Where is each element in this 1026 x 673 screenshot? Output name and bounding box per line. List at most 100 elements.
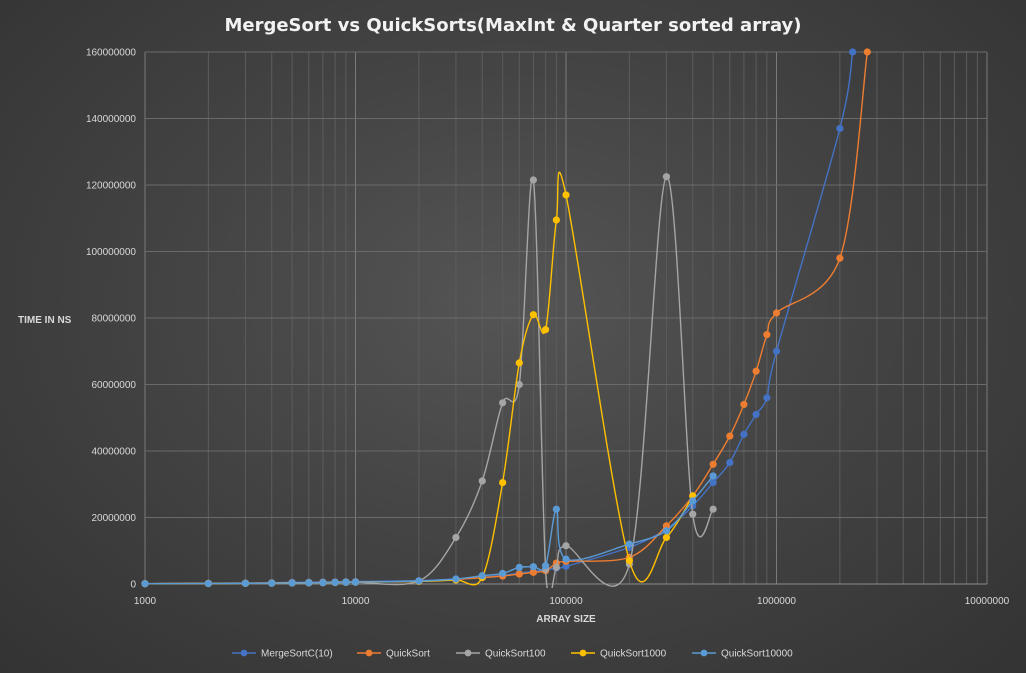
- legend-item: QuickSort: [357, 649, 430, 660]
- data-point: [515, 380, 523, 389]
- legend-marker: [700, 649, 708, 657]
- data-point: [515, 570, 523, 578]
- y-tick-label: 140000000: [86, 114, 136, 125]
- data-point: [342, 578, 350, 586]
- series-layer: [141, 48, 871, 588]
- data-point: [452, 575, 460, 583]
- series-5: [141, 472, 717, 588]
- data-point: [499, 399, 507, 407]
- y-tick-label: 60000000: [92, 380, 137, 391]
- data-point: [709, 505, 717, 513]
- legend-label: QuickSort1000: [600, 649, 667, 660]
- data-point: [662, 533, 671, 542]
- legend-label: QuickSort10000: [721, 649, 793, 660]
- data-point: [331, 578, 339, 587]
- x-tick-label: 100000: [549, 596, 583, 607]
- legend-item: QuickSort1000: [571, 649, 667, 660]
- legend-marker: [579, 649, 587, 657]
- tick-layer: 1000 10000 100000 1000000 10000000 0 20000000 4…: [86, 48, 1010, 608]
- data-point: [529, 568, 537, 576]
- data-point: [689, 510, 697, 518]
- legend-label: MergeSortC(10): [261, 649, 333, 660]
- data-point: [478, 572, 486, 580]
- legend-marker: [365, 649, 373, 657]
- data-point: [305, 579, 313, 587]
- data-point: [662, 527, 671, 535]
- data-point: [529, 176, 537, 184]
- data-point: [542, 326, 550, 334]
- legend-marker: [240, 649, 248, 657]
- data-point: [726, 432, 734, 440]
- data-point: [552, 216, 560, 224]
- data-point: [836, 254, 844, 262]
- data-point: [709, 478, 717, 487]
- data-point: [740, 400, 748, 409]
- x-tick-label: 10000: [342, 596, 370, 607]
- data-point: [552, 563, 560, 571]
- data-point: [478, 477, 486, 485]
- data-point: [689, 497, 697, 505]
- legend-label: QuickSort100: [485, 649, 546, 660]
- data-point: [415, 577, 423, 585]
- x-tick-label: 10000000: [965, 596, 1010, 607]
- data-point: [204, 579, 212, 588]
- data-point: [763, 331, 771, 339]
- data-point: [849, 48, 857, 56]
- chart-title: MergeSort vs QuickSorts(MaxInt & Quarter…: [224, 15, 801, 36]
- data-point: [662, 522, 671, 530]
- data-point: [662, 173, 671, 181]
- y-tick-label: 40000000: [92, 447, 137, 458]
- data-point: [836, 124, 844, 133]
- data-point: [241, 579, 250, 587]
- y-tick-label: 80000000: [92, 314, 137, 325]
- data-point: [709, 472, 717, 480]
- legend-item: MergeSortC(10): [232, 649, 333, 660]
- data-point: [752, 410, 760, 419]
- data-point: [625, 540, 633, 548]
- data-point: [499, 569, 507, 577]
- legend-item: QuickSort100: [456, 649, 546, 660]
- data-point: [529, 311, 537, 319]
- data-point: [268, 579, 276, 587]
- data-point: [562, 555, 570, 563]
- data-point: [515, 359, 523, 367]
- data-point: [709, 460, 717, 468]
- data-point: [772, 347, 781, 355]
- data-point: [515, 563, 523, 571]
- series-line: [144, 175, 714, 588]
- data-point: [726, 459, 734, 467]
- data-point: [562, 191, 570, 199]
- x-tick-label: 1000000: [757, 596, 796, 607]
- y-axis-label: TIME IN NS: [18, 315, 72, 326]
- data-point: [529, 563, 537, 571]
- x-axis-label: ARRAY SIZE: [536, 614, 596, 625]
- data-point: [562, 542, 570, 550]
- data-point: [542, 562, 550, 570]
- y-tick-label: 120000000: [86, 181, 136, 192]
- series-3: [141, 173, 717, 588]
- x-tick-label: 1000: [134, 596, 157, 607]
- data-point: [351, 578, 360, 586]
- y-tick-label: 160000000: [86, 48, 136, 59]
- data-point: [141, 580, 149, 588]
- legend: MergeSortC(10) QuickSort QuickSort100 Quick…: [232, 649, 793, 660]
- data-point: [552, 505, 560, 513]
- legend-marker: [464, 649, 472, 657]
- y-tick-label: 20000000: [92, 513, 137, 524]
- data-point: [319, 579, 327, 587]
- data-point: [288, 579, 296, 587]
- data-point: [499, 478, 507, 487]
- data-point: [752, 367, 760, 375]
- data-point: [763, 394, 771, 402]
- data-point: [625, 557, 633, 565]
- y-tick-label: 0: [130, 580, 136, 591]
- grid-layer: [144, 51, 988, 585]
- data-point: [772, 309, 781, 317]
- legend-item: QuickSort10000: [692, 649, 793, 660]
- data-point: [740, 430, 748, 438]
- data-point: [452, 533, 460, 542]
- data-point: [562, 562, 570, 570]
- legend-label: QuickSort: [386, 649, 430, 660]
